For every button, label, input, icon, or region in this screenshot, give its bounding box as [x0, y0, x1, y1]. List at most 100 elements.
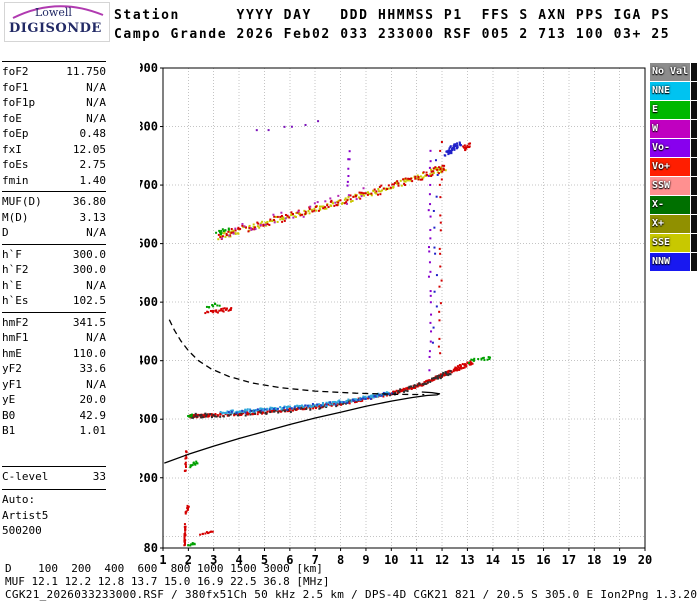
parameter-label: hmF2	[2, 315, 29, 329]
true-height-profile	[164, 391, 441, 464]
legend-item-sse: SSE	[650, 234, 698, 253]
parameter-label: C-level	[2, 469, 49, 483]
logo-lowell-text: Lowell	[35, 6, 72, 19]
legend-count-strip	[691, 253, 697, 271]
parameter-label: h`E	[2, 278, 22, 292]
parameter-label: foF1p	[2, 96, 36, 109]
parameter-row-fmin: fmin 1.40	[2, 173, 106, 189]
legend-label: No Val	[652, 66, 689, 77]
legend-item-nnw: NNW	[650, 253, 698, 272]
parameter-group: C-level 33	[2, 465, 106, 488]
parameter-label: M(D)	[2, 210, 29, 224]
parameter-row-fof1: foF1 N/A	[2, 80, 106, 96]
parameter-value: 0.48	[79, 127, 107, 140]
parameter-value: 341.5	[72, 315, 106, 329]
parameter-row-hmf2: hmF2 341.5	[2, 315, 106, 331]
svg-text:4: 4	[235, 553, 242, 567]
svg-text:16: 16	[536, 553, 550, 567]
legend-item-ssw: SSW	[650, 177, 698, 196]
parameter-label: B1	[2, 424, 16, 437]
parameter-label: hmF1	[2, 331, 29, 344]
parameter-value: 11.750	[66, 65, 106, 78]
legend-color-swatch	[650, 177, 690, 195]
parameter-label: 500200	[2, 524, 42, 537]
legend-color-swatch	[650, 158, 690, 176]
parameter-value: 20.0	[79, 393, 107, 406]
station-header: Station YYYY DAY DDD HHMMSS P1 FFS S AXN…	[114, 6, 670, 44]
parameter-row-h-f2: h`F2 300.0	[2, 262, 106, 278]
legend-label: NNE	[652, 85, 671, 96]
parameter-label: fmin	[2, 173, 29, 187]
ionogram-svg: 9008007006005004003002008012345678910111…	[136, 61, 652, 567]
parameter-row-hme: hmE 110.0	[2, 346, 106, 362]
legend-item-e: E	[650, 101, 698, 120]
header-column-names: Station YYYY DAY DDD HHMMSS P1 FFS S AXN…	[114, 8, 671, 23]
svg-text:400: 400	[140, 354, 158, 368]
parameter-label: MUF(D)	[2, 195, 42, 208]
parameter-value: N/A	[86, 377, 106, 391]
legend-label: SSE	[652, 237, 671, 248]
parameter-value: N/A	[86, 111, 106, 125]
svg-text:14: 14	[486, 553, 500, 567]
parameter-group: Auto: Artist5 500200	[2, 489, 106, 542]
parameter-group: h`F 300.0 h`F2 300.0 h`E N/A h`Es 102.5	[2, 243, 106, 312]
parameter-row-fof2: foF2 11.750	[2, 64, 106, 80]
legend-count-strip	[691, 177, 697, 195]
parameter-row-h-f: h`F 300.0	[2, 247, 106, 263]
legend-count-strip	[691, 158, 697, 176]
legend-color-swatch	[650, 196, 690, 214]
svg-text:80: 80	[144, 541, 158, 555]
legend-label: X+	[652, 218, 665, 229]
parameter-value: 12.05	[72, 142, 106, 156]
legend-count-strip	[691, 82, 697, 100]
svg-text:17: 17	[562, 553, 576, 567]
parameter-row-h-e: h`E N/A	[2, 278, 106, 294]
logo-swoosh-icon	[12, 5, 104, 19]
svg-text:3: 3	[210, 553, 217, 567]
legend-label: Vo-	[652, 142, 671, 153]
header-column-values: Campo Grande 2026 Feb02 033 233000 RSF 0…	[114, 27, 671, 42]
svg-text:200: 200	[140, 471, 158, 485]
legend-label: X-	[652, 199, 665, 210]
parameter-row-muf-d: MUF(D) 36.80	[2, 194, 106, 210]
parameter-row-h-es: h`Es 102.5	[2, 293, 106, 309]
legend-label: NNW	[652, 256, 671, 267]
legend-label: Vo+	[652, 161, 671, 172]
d-muf-table: D 100 200 400 600 800 1000 1500 3000 [km…	[5, 562, 330, 588]
parameter-row-c-level: C-level 33	[2, 469, 106, 485]
svg-text:8: 8	[337, 553, 344, 567]
parameter-value: 102.5	[72, 294, 106, 307]
legend-color-swatch	[650, 234, 690, 252]
svg-text:15: 15	[511, 553, 525, 567]
parameter-group: MUF(D) 36.80 M(D) 3.13 D N/A	[2, 191, 106, 244]
legend-count-strip	[691, 63, 697, 81]
svg-text:800: 800	[140, 120, 158, 134]
parameter-row-b1: B1 1.01	[2, 423, 106, 439]
legend-count-strip	[691, 215, 697, 233]
legend-count-strip	[691, 196, 697, 214]
svg-text:1: 1	[159, 553, 166, 567]
parameter-value: 36.80	[72, 195, 106, 208]
legend-color-swatch	[650, 253, 690, 271]
legend-item-nne: NNE	[650, 82, 698, 101]
legend-label: E	[652, 104, 659, 115]
parameter-group: hmF2 341.5 hmF1 N/A hmE 110.0 yF2 33.6 yF1 N/A yE 2…	[2, 311, 107, 442]
parameter-row-hmf1: hmF1 N/A	[2, 330, 106, 346]
parameter-value: 3.13	[79, 210, 107, 224]
legend-count-strip	[691, 139, 697, 157]
legend-item-vo: Vo-	[650, 139, 698, 158]
legend-label: W	[652, 123, 659, 134]
svg-text:18: 18	[587, 553, 601, 567]
legend-color-swatch	[650, 215, 690, 233]
parameter-row-d: D N/A	[2, 225, 106, 241]
parameter-value: N/A	[86, 80, 106, 94]
legend-color-swatch	[650, 101, 690, 119]
parameter-value: 2.75	[79, 158, 107, 171]
svg-text:7: 7	[312, 553, 319, 567]
svg-text:19: 19	[612, 553, 626, 567]
svg-text:900: 900	[140, 61, 158, 75]
parameter-label: h`Es	[2, 294, 29, 307]
parameter-panel: foF2 11.750 foF1 N/A foF1p N/A foE N/A foEp 0.48 f…	[2, 61, 106, 542]
parameter-value: 1.01	[79, 424, 107, 437]
